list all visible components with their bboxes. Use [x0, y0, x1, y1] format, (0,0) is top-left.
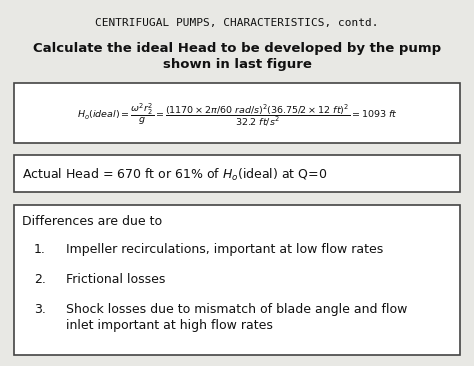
- FancyBboxPatch shape: [14, 155, 460, 192]
- FancyBboxPatch shape: [14, 83, 460, 143]
- Text: CENTRIFUGAL PUMPS, CHARACTERISTICS, contd.: CENTRIFUGAL PUMPS, CHARACTERISTICS, cont…: [95, 18, 379, 28]
- Text: Differences are due to: Differences are due to: [22, 215, 162, 228]
- Text: Actual Head = 670 ft or 61% of $H_o$(ideal) at Q=0: Actual Head = 670 ft or 61% of $H_o$(ide…: [22, 167, 327, 183]
- Text: Frictional losses: Frictional losses: [66, 273, 165, 286]
- Text: Impeller recirculations, important at low flow rates: Impeller recirculations, important at lo…: [66, 243, 383, 256]
- FancyBboxPatch shape: [14, 205, 460, 355]
- Text: 1.: 1.: [34, 243, 46, 256]
- Text: Shock losses due to mismatch of blade angle and flow: Shock losses due to mismatch of blade an…: [66, 303, 407, 316]
- Text: $H_o(ideal)=\dfrac{\omega^2 r_2^2}{g}=\dfrac{(1170\times 2\pi/60\ \mathit{rad/s}: $H_o(ideal)=\dfrac{\omega^2 r_2^2}{g}=\d…: [77, 102, 397, 128]
- Text: 3.: 3.: [34, 303, 46, 316]
- Text: inlet important at high flow rates: inlet important at high flow rates: [66, 319, 273, 332]
- Text: Calculate the ideal Head to be developed by the pump: Calculate the ideal Head to be developed…: [33, 42, 441, 55]
- Text: shown in last figure: shown in last figure: [163, 58, 311, 71]
- Text: 2.: 2.: [34, 273, 46, 286]
